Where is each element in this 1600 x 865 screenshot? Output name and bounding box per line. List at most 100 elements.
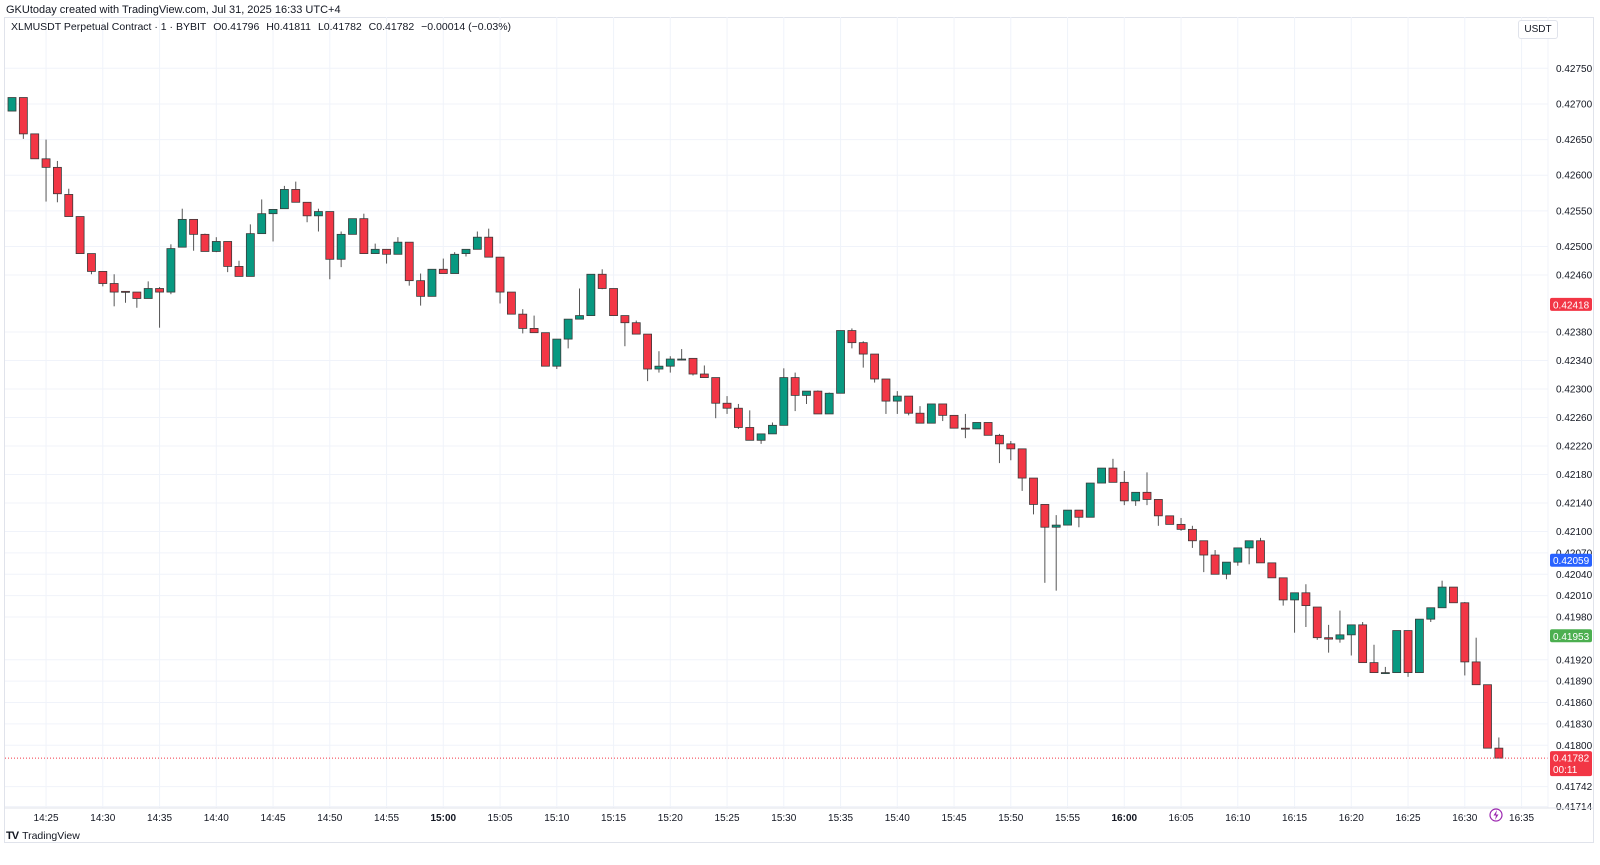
price-badge-label: 0.42418: [1553, 300, 1590, 311]
time-tick-label: 15:10: [544, 813, 569, 824]
candle: [1131, 491, 1141, 506]
candle: [858, 341, 868, 368]
candle: [529, 315, 539, 334]
candle: [359, 213, 369, 254]
candle-body-up: [1063, 509, 1072, 526]
candle: [245, 224, 255, 277]
candle: [7, 97, 17, 112]
candle: [155, 287, 164, 328]
candle-body-down: [1165, 515, 1175, 525]
candle-body-down: [484, 236, 494, 258]
price-axis[interactable]: 0.42750 0.42700 0.42650 0.42600 0.42550 0.425…: [1547, 17, 1593, 813]
candle-body-down: [745, 427, 755, 441]
tradingview-logo[interactable]: TV TradingView: [6, 830, 80, 842]
candle: [949, 414, 959, 429]
candle: [518, 309, 528, 334]
candle: [177, 208, 187, 248]
candle-body-down: [1142, 491, 1152, 500]
candle-body-up: [245, 233, 255, 277]
time-tick-label: 14:45: [261, 813, 286, 824]
price-badge: [1550, 629, 1592, 643]
candle-body-down: [1188, 528, 1197, 542]
candle-body-down: [518, 313, 528, 329]
candle: [1188, 525, 1197, 548]
candle: [756, 433, 766, 444]
candle: [450, 252, 460, 274]
candle: [1233, 547, 1243, 566]
candle: [41, 139, 51, 202]
time-tick-label: 15:30: [771, 813, 796, 824]
candle-body-up: [1244, 540, 1254, 549]
candle-body-down: [1006, 443, 1016, 450]
price-tick-label: 0.42100: [1556, 527, 1593, 538]
event-marker[interactable]: [1489, 808, 1503, 822]
time-tick-label: 16:35: [1509, 813, 1534, 824]
candle: [189, 218, 199, 251]
candle-body-up: [143, 288, 153, 299]
candle: [745, 410, 755, 441]
time-tick-label: 14:55: [374, 813, 399, 824]
candle: [75, 216, 85, 254]
candle: [121, 290, 130, 303]
candle: [1006, 441, 1016, 461]
price-tick-label: 0.41800: [1556, 741, 1593, 752]
candle-body-down: [1324, 637, 1333, 640]
candle: [836, 330, 845, 394]
price-badge: [1550, 297, 1592, 311]
candle: [1063, 509, 1072, 526]
candle: [802, 390, 811, 404]
candle-body-down: [98, 271, 108, 284]
price-tick-label: 0.42300: [1556, 384, 1593, 395]
candle-body-down: [597, 273, 607, 289]
candle: [768, 422, 777, 435]
candle: [200, 233, 210, 252]
candle-body-up: [461, 248, 471, 254]
price-tick-label: 0.42040: [1556, 570, 1593, 581]
candle: [1335, 610, 1345, 643]
candle-body-down: [1449, 586, 1458, 604]
candle-body-down: [1369, 662, 1379, 674]
candle-body-down: [155, 288, 164, 293]
time-tick-label: 16:20: [1339, 813, 1364, 824]
candle: [1324, 624, 1333, 653]
candle: [688, 357, 698, 376]
symbol-title[interactable]: XLMUSDT Perpetual Contract · 1 · BYBIT: [11, 21, 207, 33]
candle: [1392, 630, 1402, 674]
price-tick-label: 0.42340: [1556, 356, 1593, 367]
candle: [1369, 644, 1379, 674]
time-tick-label: 15:45: [942, 813, 967, 824]
candle-body-down: [620, 315, 630, 324]
candle: [847, 328, 857, 349]
candle-body-down: [699, 373, 709, 378]
candle-body-down: [995, 434, 1004, 445]
candle-body-down: [132, 291, 142, 299]
chart-attribution: GKUtoday created with TradingView.com, J…: [6, 4, 341, 16]
candle: [1460, 602, 1470, 676]
lightning-icon[interactable]: [1489, 808, 1503, 822]
candle: [1278, 577, 1288, 606]
candle: [1222, 561, 1231, 580]
candle-body-down: [881, 378, 891, 402]
candle-body-down: [949, 414, 959, 429]
candle-body-up: [1437, 586, 1447, 609]
candle: [1244, 540, 1254, 565]
time-tick-label: 16:25: [1396, 813, 1421, 824]
candle: [961, 413, 970, 439]
candle-body-up: [348, 218, 357, 235]
candle-body-up: [211, 241, 221, 252]
candle-body-up: [779, 377, 789, 426]
candle-body-up: [1415, 618, 1424, 674]
candle: [1346, 624, 1356, 656]
candle: [1108, 458, 1118, 483]
candle-body-down: [189, 218, 199, 235]
price-tick-label: 0.42220: [1556, 441, 1593, 452]
candle: [1358, 622, 1368, 664]
candle: [314, 208, 323, 232]
time-axis[interactable]: 14:25 14:30 14:35 14:40 14:45 14:50 14:55 15:00…: [5, 807, 1594, 824]
candle-body-up: [166, 248, 176, 293]
candle: [586, 273, 596, 316]
currency-button[interactable]: USDT: [1518, 20, 1558, 39]
candle-body-up: [926, 403, 936, 424]
candle: [563, 318, 573, 349]
